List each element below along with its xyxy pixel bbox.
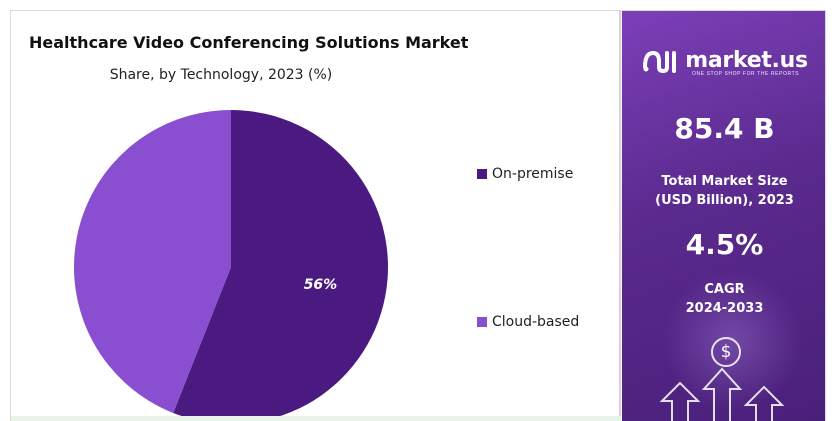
growth-arrows-icon <box>659 367 785 421</box>
legend-swatch-cloud-based <box>477 317 487 327</box>
legend-swatch-on-premise <box>477 169 487 179</box>
legend-item-cloud-based: Cloud-based <box>477 314 579 330</box>
chart-title: Healthcare Video Conferencing Solutions … <box>29 33 469 52</box>
brand-name: market.us <box>685 47 808 73</box>
bottom-strip <box>11 416 621 421</box>
pie-slice-cloud-based <box>74 110 231 413</box>
market-size-label-line2: (USD Billion), 2023 <box>655 193 794 208</box>
dollar-icon: $ <box>711 337 741 367</box>
brand-logo: market.us <box>622 45 825 75</box>
market-size-value: 85.4 B <box>674 112 775 145</box>
brand-tagline: ONE STOP SHOP FOR THE REPORTS <box>692 71 800 77</box>
chart-panel: Healthcare Video Conferencing Solutions … <box>11 11 621 421</box>
legend-item-on-premise: On-premise <box>477 166 573 182</box>
pie-slice-on-premise <box>173 110 388 421</box>
cagr-label-line2: 2024-2033 <box>685 301 764 316</box>
market-size-label-line1: Total Market Size <box>661 174 788 189</box>
cagr-label-line1: CAGR <box>704 282 745 297</box>
market-us-logo-icon <box>643 50 677 74</box>
legend-label-cloud-based: Cloud-based <box>492 314 580 330</box>
pie-chart: 56% <box>74 110 388 421</box>
pie-slice-label-on-premise: 56% <box>304 277 338 293</box>
legend-label-on-premise: On-premise <box>492 166 574 182</box>
infographic-frame: Healthcare Video Conferencing Solutions … <box>10 10 826 421</box>
chart-subtitle: Share, by Technology, 2023 (%) <box>109 67 333 83</box>
summary-panel: market.us ONE STOP SHOP FOR THE REPORTS … <box>622 11 825 421</box>
cagr-value: 4.5% <box>685 228 764 261</box>
